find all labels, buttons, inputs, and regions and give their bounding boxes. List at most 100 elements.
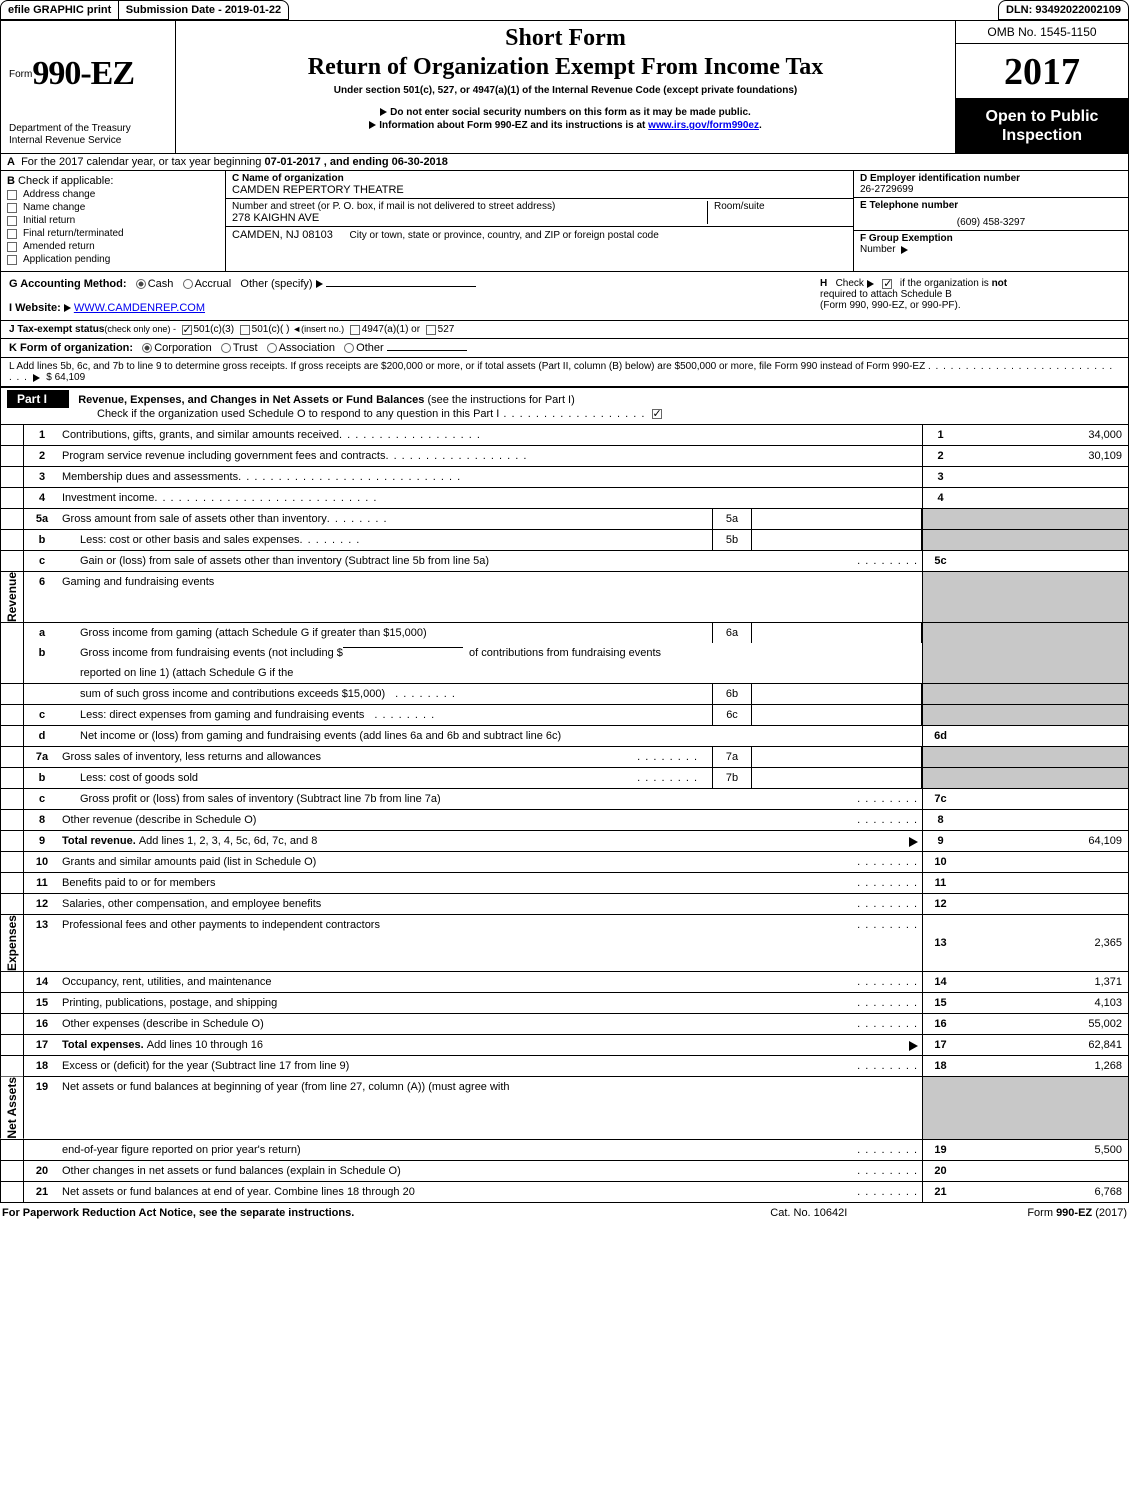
dots: [857, 1018, 918, 1030]
row-ghi: G Accounting Method: Cash Accrual Other …: [1, 272, 1128, 321]
b-opt-final-return[interactable]: Final return/terminated: [7, 228, 219, 239]
line-box: 9: [922, 831, 958, 851]
dots: [857, 793, 918, 805]
line-num: 6: [24, 572, 60, 622]
k-radio-assoc[interactable]: [267, 343, 277, 353]
open-line-2: Inspection: [1002, 127, 1082, 144]
footer-form-num: 990-EZ: [1056, 1207, 1092, 1219]
line-14: 14 Occupancy, rent, utilities, and maint…: [0, 971, 1129, 992]
website-link[interactable]: WWW.CAMDENREP.COM: [74, 302, 205, 314]
dept-line-1: Department of the Treasury: [9, 123, 167, 135]
line-desc: Contributions, gifts, grants, and simila…: [60, 425, 922, 445]
org-name: CAMDEN REPERTORY THEATRE: [232, 184, 404, 196]
line-amount-shade: [958, 509, 1128, 529]
line-desc: Excess or (deficit) for the year (Subtra…: [60, 1056, 922, 1076]
line-4: 4 Investment income 4: [0, 487, 1129, 508]
form-header: Form 990-EZ Department of the Treasury I…: [0, 20, 1129, 154]
radio-accrual[interactable]: [183, 279, 193, 289]
line-6b-1: b Gross income from fundraising events (…: [0, 643, 1129, 663]
arrow-icon: [901, 246, 908, 254]
line-box-shade: [922, 768, 958, 788]
line-box-shade: [922, 623, 958, 643]
line-amount: 1,371: [958, 972, 1128, 992]
line-amount: 1,268: [958, 1056, 1128, 1076]
line-num: 18: [24, 1056, 60, 1076]
checkbox-icon: [7, 242, 17, 252]
k-o2: Trust: [233, 342, 258, 354]
irs-link[interactable]: www.irs.gov/form990ez: [648, 120, 759, 131]
dots: [857, 877, 918, 889]
row-bcdef: B Check if applicable: Address change Na…: [1, 171, 1128, 272]
c-name-row: C Name of organization CAMDEN REPERTORY …: [226, 171, 853, 199]
line-desc: sum of such gross income and contributio…: [60, 684, 712, 704]
checkbox-icon: [7, 255, 17, 265]
letter-h: H: [820, 278, 827, 289]
row-l: L Add lines 5b, 6c, and 7b to line 9 to …: [1, 358, 1128, 386]
k-pre: K Form of organization:: [9, 342, 133, 354]
line-box-shade: [922, 1077, 958, 1139]
dots: [857, 814, 918, 826]
line-box-shade: [922, 747, 958, 767]
k-radio-other[interactable]: [344, 343, 354, 353]
a-begin: 07-01-2017: [264, 156, 320, 168]
j-cb-501c[interactable]: [240, 325, 250, 335]
j-o4: 527: [438, 324, 455, 335]
form-word: Form: [9, 69, 32, 80]
line-amount-shade: [958, 643, 1128, 663]
blank-amount[interactable]: [343, 647, 463, 648]
j-o2: 501(c)( ): [252, 324, 290, 335]
d-row: D Employer identification number 26-2729…: [853, 171, 1128, 198]
b-opt-pending[interactable]: Application pending: [7, 254, 219, 265]
line-amount-shade: [958, 768, 1128, 788]
b-opt-name-change[interactable]: Name change: [7, 202, 219, 213]
b-opt-amended[interactable]: Amended return: [7, 241, 219, 252]
inline-val: [752, 509, 922, 529]
row-a: A For the 2017 calendar year, or tax yea…: [1, 154, 1128, 171]
header-notes: Do not enter social security numbers on …: [369, 106, 761, 132]
line-16: 16 Other expenses (describe in Schedule …: [0, 1013, 1129, 1034]
line-amount: [958, 1161, 1128, 1181]
part1-checkbox[interactable]: [652, 409, 662, 419]
dots: [857, 1186, 918, 1198]
f-label: F Group Exemption: [860, 233, 953, 244]
line-num: 2: [24, 446, 60, 466]
h-checkbox[interactable]: [882, 279, 892, 289]
revenue-sidebar: [0, 768, 24, 788]
b-opt-address-change[interactable]: Address change: [7, 189, 219, 200]
e-label: E Telephone number: [860, 200, 1122, 211]
j-o3: 4947(a)(1) or: [362, 324, 420, 335]
form-990ez-page: efile GRAPHIC print Submission Date - 20…: [0, 0, 1129, 1223]
k-radio-trust[interactable]: [221, 343, 231, 353]
inline-box: 6c: [712, 705, 752, 725]
ghi-right: H Check if the organization is not requi…: [820, 278, 1120, 314]
revenue-sidebar: [0, 488, 24, 508]
line-5b: b Less: cost or other basis and sales ex…: [0, 529, 1129, 550]
revenue-sidebar: [0, 643, 24, 663]
g-other-blank[interactable]: [326, 286, 476, 287]
line-amount-shade: [958, 530, 1128, 550]
c-addr-row: Number and street (or P. O. box, if mail…: [226, 199, 853, 227]
j-cb-501c3[interactable]: [182, 325, 192, 335]
omb-number: OMB No. 1545-1150: [956, 21, 1128, 44]
desc-text: Professional fees and other payments to …: [62, 919, 380, 931]
k-radio-corp[interactable]: [142, 343, 152, 353]
radio-cash[interactable]: [136, 279, 146, 289]
expenses-sidebar: [0, 993, 24, 1013]
line-19b: end-of-year figure reported on prior yea…: [0, 1139, 1129, 1160]
dots: [857, 1060, 918, 1072]
j-cb-527[interactable]: [426, 325, 436, 335]
j-cb-4947[interactable]: [350, 325, 360, 335]
row-k: K Form of organization: Corporation Trus…: [1, 339, 1128, 358]
line-box: 2: [922, 446, 958, 466]
line-amount: 2,365: [958, 915, 1128, 971]
dots: [300, 534, 361, 546]
b-opt-initial-return[interactable]: Initial return: [7, 215, 219, 226]
c-label: C Name of organization: [232, 173, 344, 184]
line-num: 1: [24, 425, 60, 445]
k-other-blank[interactable]: [387, 350, 467, 351]
dots: [238, 471, 461, 483]
dots: [857, 555, 918, 567]
org-city: CAMDEN, NJ 08103: [232, 229, 333, 241]
j-o1: 501(c)(3): [194, 324, 235, 335]
line-num: 21: [24, 1182, 60, 1202]
